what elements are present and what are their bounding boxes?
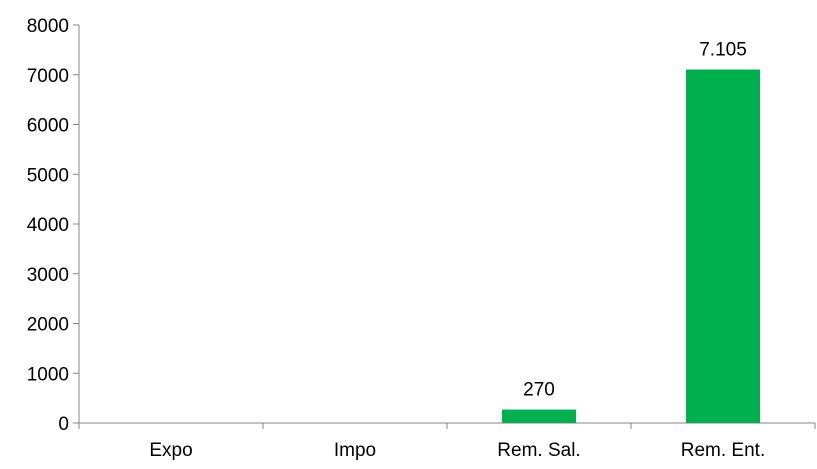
y-tick-label: 3000 (27, 265, 69, 286)
bar (502, 409, 576, 423)
y-tick-label: 8000 (27, 16, 69, 37)
y-tick-label: 6000 (27, 116, 69, 137)
y-tick-label: 2000 (27, 315, 69, 336)
bar (686, 69, 760, 424)
x-tick-label: Expo (149, 440, 192, 461)
y-tick-label: 4000 (27, 215, 69, 236)
y-tick-label: 0 (58, 414, 69, 435)
y-tick-label: 5000 (27, 165, 69, 186)
y-tick-label: 7000 (27, 66, 69, 87)
x-tick-label: Rem. Sal. (497, 440, 580, 461)
x-tick-label: Rem. Ent. (681, 440, 765, 461)
data-label: 7.105 (699, 40, 747, 61)
data-label: 270 (523, 380, 555, 401)
x-tick-label: Impo (334, 440, 376, 461)
y-tick-label: 1000 (27, 364, 69, 385)
